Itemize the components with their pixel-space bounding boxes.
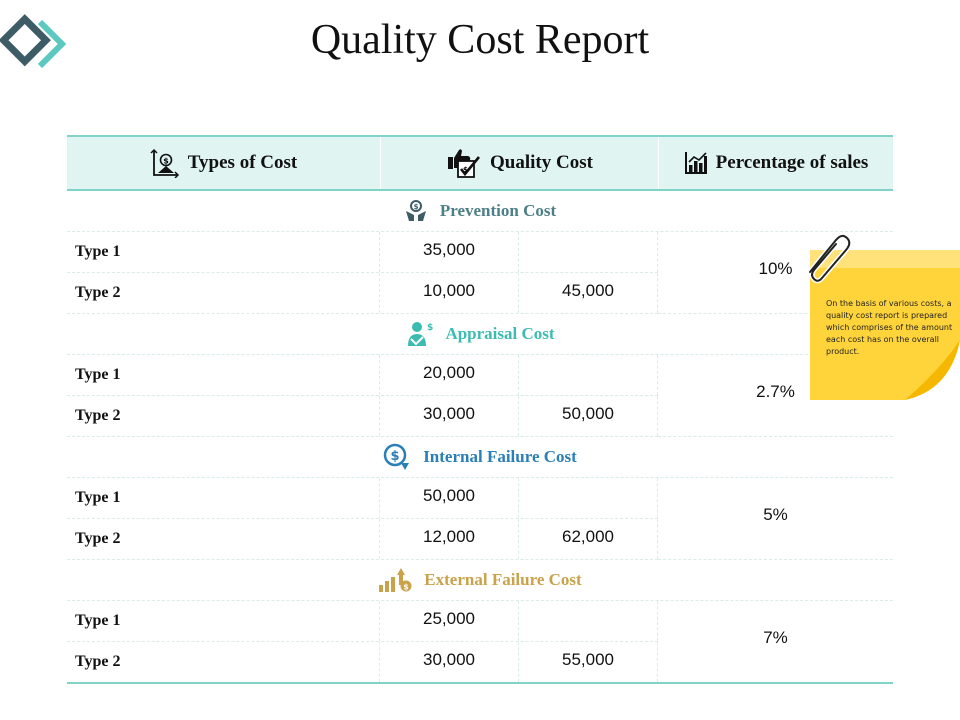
table-row: Type 1 20,000 [67,355,658,396]
sticky-note-text: On the basis of various costs, a quality… [826,299,953,356]
cost-type: Type 2 [67,519,380,559]
cost-value: 35,000 [380,232,519,272]
quality-cost-table: $ Types of Cost $ Quality Cost [67,135,893,684]
section-appraisal-cost: $ Appraisal Cost [67,314,893,355]
percentage-of-sales: 5% [658,478,893,560]
cost-type: Type 1 [67,601,380,641]
section-data: Type 1 25,000 Type 2 30,000 55,000 7% [67,601,893,682]
percentage-of-sales: 7% [763,627,788,647]
section-external-failure-cost: $ External Failure Cost [67,560,893,601]
section-label: Internal Failure Cost [423,447,577,466]
percentage-of-sales: 2.7% [658,355,893,437]
header-percentage-of-sales: Percentage of sales [658,137,893,189]
cost-value: 12,000 [380,519,519,559]
table-row: Type 2 10,000 45,000 [67,273,658,314]
table-row: Type 1 50,000 [67,478,658,519]
cost-types-icon: $ [150,148,179,178]
table-row: Type 1 35,000 [67,232,658,273]
person-money-icon: $ [408,322,433,346]
page-title: Quality Cost Report [310,17,650,63]
cost-value: 20,000 [380,355,519,395]
section-data: Type 1 50,000 Type 2 12,000 62,000 5% [67,478,893,560]
svg-text:$: $ [163,157,169,166]
table-row: Type 1 25,000 [67,601,658,642]
cost-type: Type 2 [67,642,380,682]
dollar-down-icon: $ [383,443,410,470]
section-label: Prevention Cost [439,201,557,220]
cost-value: 10,000 [380,273,519,313]
thumbs-up-checkbox-icon: $ [448,149,481,178]
cost-type: Type 1 [67,355,380,395]
paperclip-icon [807,233,852,284]
cost-total: 50,000 [519,396,658,436]
section-internal-failure-cost: $ Internal Failure Cost [67,437,893,478]
hand-money-icon: $ [405,200,426,221]
sticky-note [810,250,960,400]
cost-total [519,355,658,395]
cost-value: 25,000 [380,601,519,641]
cost-type: Type 2 [67,273,380,313]
cost-total: 45,000 [519,273,658,313]
percentage-of-sales: 10% [658,232,893,314]
section-prevention-cost: $ Prevention Cost [67,191,893,232]
cost-total [519,478,658,518]
header-quality-cost: $ Quality Cost [380,137,658,189]
table-row: Type 2 12,000 62,000 [67,519,658,560]
diamond-logo [0,14,67,69]
table-row: Type 2 30,000 50,000 [67,396,658,437]
svg-text:$: $ [463,166,468,174]
bar-chart-icon [684,152,707,174]
svg-text:$: $ [427,323,433,333]
header-label: Quality Cost [490,152,593,173]
svg-text:$: $ [391,449,400,464]
cost-value: 30,000 [380,642,519,682]
section-data: Type 1 35,000 Type 2 10,000 45,000 10% [67,232,893,314]
cost-value: 50,000 [380,478,519,518]
cost-total [519,601,658,641]
cost-total: 55,000 [519,642,658,682]
header-label: Types of Cost [187,152,298,173]
cost-total: 62,000 [519,519,658,559]
growth-bars-icon: $ [379,568,412,592]
table-row: Type 2 30,000 55,000 [67,642,658,682]
cost-type: Type 1 [67,232,380,272]
section-data: Type 1 20,000 Type 2 30,000 50,000 2.7% [67,355,893,437]
cost-type: Type 2 [67,396,380,436]
section-label: External Failure Cost [424,570,582,589]
header-types-of-cost: $ Types of Cost [67,137,380,189]
cost-type: Type 1 [67,478,380,518]
table-header: $ Types of Cost $ Quality Cost [67,135,893,191]
svg-text:$: $ [413,203,418,211]
cost-value: 30,000 [380,396,519,436]
header-label: Percentage of sales [715,152,869,173]
cost-total [519,232,658,272]
svg-text:$: $ [404,583,410,592]
section-label: Appraisal Cost [445,324,555,343]
